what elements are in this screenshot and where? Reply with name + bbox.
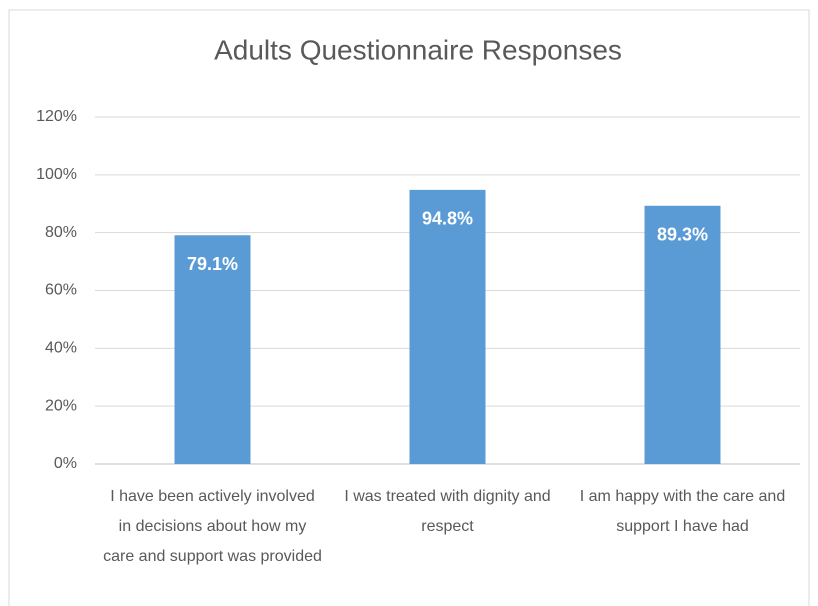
x-tick-label: I was treated with dignity and respect (344, 488, 551, 535)
bar (409, 189, 486, 464)
data-label: 89.3% (657, 225, 708, 245)
chart-border (8, 9, 810, 606)
x-tick-label: I have been actively involved in decisio… (103, 488, 322, 565)
y-tick-label: 80% (45, 224, 77, 241)
chart-title: Adults Questionnaire Responses (214, 34, 622, 65)
x-tick-label: I am happy with the care and support I h… (579, 488, 786, 535)
y-tick-label: 100% (36, 166, 77, 183)
y-tick-label: 0% (54, 455, 77, 472)
bar (174, 235, 251, 464)
y-tick-label: 120% (36, 108, 77, 125)
y-tick-label: 60% (45, 282, 77, 299)
data-label: 79.1% (187, 254, 238, 274)
y-tick-label: 20% (45, 397, 77, 414)
y-tick-label: 40% (45, 340, 77, 357)
bar (644, 205, 721, 464)
data-label: 94.8% (422, 209, 473, 229)
